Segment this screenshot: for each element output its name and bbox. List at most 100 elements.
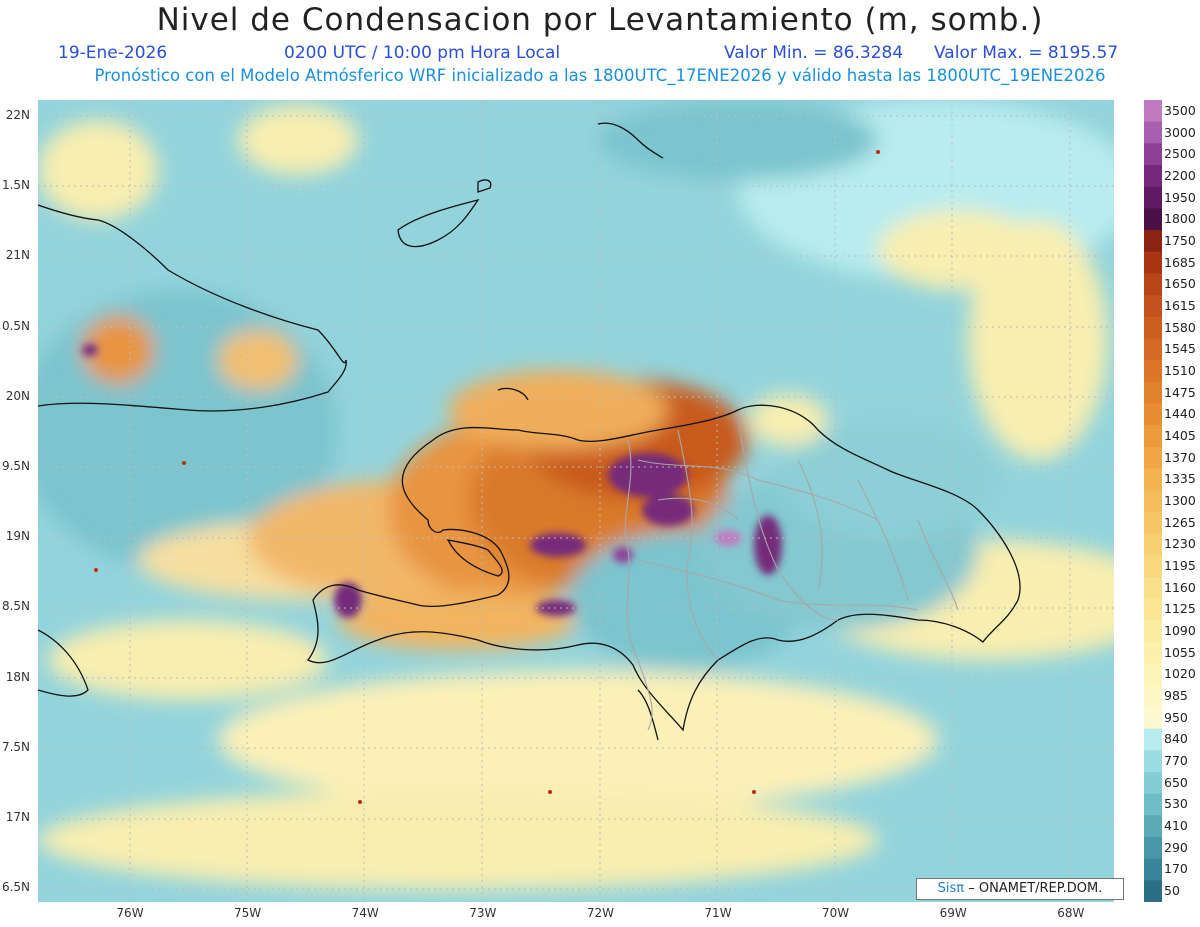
lat-label-4: 20N bbox=[5, 388, 30, 403]
lon-label-7: 69W bbox=[939, 906, 967, 920]
lat-label-5: 9.5N bbox=[1, 459, 30, 473]
isolated-spots bbox=[94, 150, 880, 804]
colorbar-swatch-36 bbox=[1144, 880, 1162, 902]
lon-label-5: 71W bbox=[704, 906, 732, 920]
colorbar-swatch-4 bbox=[1144, 186, 1162, 209]
credit-text: – ONAMET/REP.DOM. bbox=[968, 881, 1103, 896]
colorbar-swatch-24 bbox=[1144, 620, 1162, 643]
lon-label-1: 75W bbox=[234, 906, 262, 920]
colorbar-level-5: 1800 bbox=[1164, 211, 1196, 227]
lcl-map bbox=[38, 100, 1114, 902]
lat-label-0: 22N bbox=[5, 108, 30, 122]
colorbar-level-19: 1265 bbox=[1164, 514, 1196, 530]
graticule bbox=[38, 100, 1114, 902]
colorbar-swatch-1 bbox=[1144, 121, 1162, 144]
colorbar-level-27: 985 bbox=[1164, 688, 1188, 704]
colorbar-level-30: 770 bbox=[1164, 753, 1188, 769]
lon-label-6: 70W bbox=[822, 906, 850, 920]
colorbar-swatch-13 bbox=[1144, 381, 1162, 404]
colorbar-level-2: 2500 bbox=[1164, 146, 1196, 162]
colorbar-level-8: 1650 bbox=[1164, 276, 1196, 292]
valor-max: Valor Max. = 8195.57 bbox=[934, 43, 1119, 63]
colorbar-swatch-21 bbox=[1144, 555, 1162, 578]
lat-label-6: 19N bbox=[5, 529, 30, 544]
colorbar-swatch-35 bbox=[1144, 858, 1162, 881]
colorbar-level-32: 530 bbox=[1164, 796, 1188, 812]
colorbar-level-34: 290 bbox=[1164, 839, 1188, 855]
credit-brand: Sisπ bbox=[937, 881, 965, 896]
forecast-time: 0200 UTC / 10:00 pm Hora Local bbox=[284, 43, 561, 63]
colorbar-swatch-22 bbox=[1144, 576, 1162, 600]
lat-label-1: 1.5N bbox=[1, 178, 30, 193]
lcl-shading bbox=[38, 100, 1114, 890]
colorbar-level-14: 1440 bbox=[1164, 406, 1196, 422]
colorbar-swatch-10 bbox=[1144, 316, 1162, 339]
colorbar-swatch-31 bbox=[1144, 771, 1162, 795]
lcl-high-cores bbox=[82, 344, 782, 618]
colorbar-level-26: 1020 bbox=[1164, 666, 1196, 682]
colorbar-swatch-33 bbox=[1144, 815, 1162, 838]
lon-label-2: 74W bbox=[351, 906, 379, 920]
lat-label-3: 0.5N bbox=[1, 318, 30, 333]
colorbar-level-20: 1230 bbox=[1164, 536, 1196, 552]
colorbar-swatch-11 bbox=[1144, 338, 1162, 361]
colorbar-swatch-32 bbox=[1144, 793, 1162, 816]
colorbar-swatch-34 bbox=[1144, 836, 1162, 860]
colorbar-level-25: 1055 bbox=[1164, 644, 1196, 660]
colorbar-level-11: 1545 bbox=[1164, 341, 1196, 357]
colorbar-swatch-14 bbox=[1144, 403, 1162, 426]
colorbar-swatch-17 bbox=[1144, 468, 1162, 491]
colorbar-level-9: 1615 bbox=[1164, 297, 1196, 313]
colorbar-level-24: 1090 bbox=[1164, 623, 1196, 639]
colorbar-level-31: 650 bbox=[1164, 774, 1188, 790]
colorbar-level-16: 1370 bbox=[1164, 449, 1196, 465]
colorbar-level-1: 3000 bbox=[1164, 124, 1196, 140]
colorbar-swatch-0 bbox=[1144, 100, 1162, 123]
credit-badge: Sisπ – ONAMET/REP.DOM. bbox=[916, 878, 1124, 900]
colorbar-level-7: 1685 bbox=[1164, 254, 1196, 270]
model-subtitle: Pronóstico con el Modelo Atmósferico WRF… bbox=[94, 66, 1106, 85]
colorbar-swatch-20 bbox=[1144, 533, 1162, 556]
colorbar-level-23: 1125 bbox=[1164, 601, 1196, 617]
colorbar-level-21: 1195 bbox=[1164, 558, 1196, 574]
colorbar-swatch-23 bbox=[1144, 598, 1162, 621]
coastlines bbox=[38, 122, 1021, 741]
colorbar-level-13: 1475 bbox=[1164, 384, 1196, 400]
colorbar-level-4: 1950 bbox=[1164, 189, 1196, 205]
lat-label-10: 17N bbox=[5, 810, 30, 824]
lat-label-7: 8.5N bbox=[1, 599, 30, 614]
colorbar-level-18: 1300 bbox=[1164, 493, 1196, 508]
colorbar bbox=[1144, 100, 1162, 902]
colorbar-level-12: 1510 bbox=[1164, 362, 1196, 378]
colorbar-swatch-2 bbox=[1144, 143, 1162, 166]
colorbar-level-10: 1580 bbox=[1164, 319, 1196, 335]
colorbar-swatch-6 bbox=[1144, 230, 1162, 253]
colorbar-swatch-27 bbox=[1144, 685, 1162, 708]
colorbar-swatch-15 bbox=[1144, 425, 1162, 448]
lon-label-3: 73W bbox=[469, 906, 497, 920]
lat-label-9: 7.5N bbox=[1, 739, 30, 754]
colorbar-swatch-5 bbox=[1144, 208, 1162, 231]
colorbar-swatch-28 bbox=[1144, 706, 1162, 730]
colorbar-swatch-8 bbox=[1144, 273, 1162, 296]
lat-label-8: 18N bbox=[5, 669, 30, 684]
colorbar-level-17: 1335 bbox=[1164, 471, 1196, 487]
colorbar-swatch-25 bbox=[1144, 641, 1162, 665]
colorbar-swatch-7 bbox=[1144, 251, 1162, 274]
colorbar-level-6: 1750 bbox=[1164, 232, 1196, 248]
lon-label-0: 76W bbox=[116, 906, 144, 920]
colorbar-level-29: 840 bbox=[1164, 731, 1188, 747]
colorbar-swatch-30 bbox=[1144, 750, 1162, 773]
colorbar-swatch-16 bbox=[1144, 446, 1162, 469]
lat-label-2: 21N bbox=[5, 248, 30, 263]
valor-min: Valor Min. = 86.3284 bbox=[724, 43, 904, 63]
colorbar-swatch-12 bbox=[1144, 360, 1162, 383]
lon-label-4: 72W bbox=[586, 906, 614, 920]
lat-label-11: 6.5N bbox=[1, 880, 30, 895]
lon-label-8: 68W bbox=[1057, 906, 1085, 920]
colorbar-swatch-9 bbox=[1144, 295, 1162, 318]
colorbar-swatch-19 bbox=[1144, 511, 1162, 535]
colorbar-level-33: 410 bbox=[1164, 818, 1188, 834]
map-title: Nivel de Condensacion por Levantamiento … bbox=[156, 2, 1044, 38]
colorbar-level-28: 950 bbox=[1164, 709, 1188, 725]
